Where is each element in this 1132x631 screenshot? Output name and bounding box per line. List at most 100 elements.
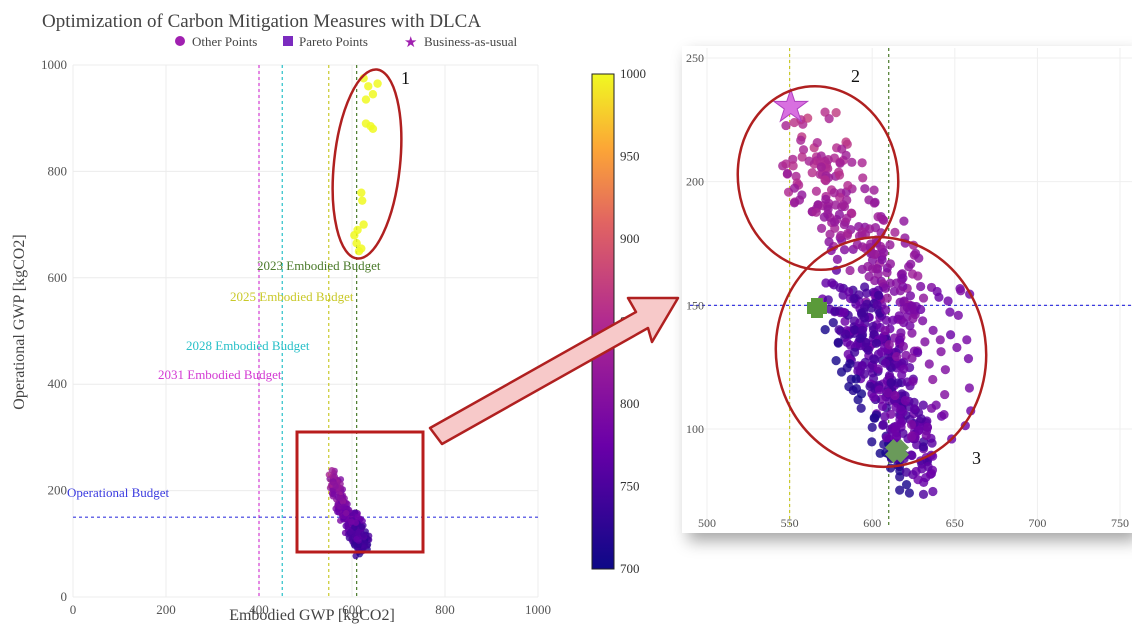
zoom-data-point bbox=[953, 310, 963, 320]
zoom-data-point bbox=[781, 159, 791, 169]
annotation-ellipse-2 bbox=[736, 84, 900, 272]
zoom-data-point bbox=[869, 249, 880, 259]
data-point bbox=[358, 523, 366, 530]
budget-label-operational: Operational Budget bbox=[67, 485, 170, 500]
zoom-data-point bbox=[880, 325, 890, 336]
zoom-data-point bbox=[918, 489, 929, 499]
zoom-data-point bbox=[880, 283, 891, 293]
x-tick-label: 200 bbox=[156, 602, 176, 617]
zoom-data-point bbox=[816, 223, 827, 233]
y-axis-label: Operational GWP [kgCO2] bbox=[11, 234, 28, 409]
data-point bbox=[360, 544, 368, 551]
zoom-data-point bbox=[896, 328, 906, 338]
annotation-label-1: 1 bbox=[401, 68, 410, 88]
zoom-data-point bbox=[871, 410, 881, 420]
budget-label-2023: 2023 Embodied Budget bbox=[257, 258, 381, 273]
zoom-data-point bbox=[891, 402, 901, 412]
zoom-data-point bbox=[788, 161, 798, 171]
zoom-data-point bbox=[905, 291, 916, 301]
zoom-data-point bbox=[857, 158, 867, 168]
zoom-data-point bbox=[939, 409, 949, 420]
zoom-data-point bbox=[899, 216, 909, 226]
zoom-data-point bbox=[853, 366, 863, 376]
data-point bbox=[348, 518, 355, 525]
zoom-arrow bbox=[428, 296, 680, 446]
zoom-data-point bbox=[823, 204, 833, 214]
zoom-data-point bbox=[850, 347, 860, 357]
zoom-data-point bbox=[898, 273, 908, 283]
zoom-data-point bbox=[788, 154, 798, 164]
zoom-data-point bbox=[824, 237, 834, 247]
data-point-cluster1 bbox=[350, 231, 359, 240]
zoom-data-point bbox=[834, 325, 844, 335]
zoom-x-tick-label: 500 bbox=[698, 516, 716, 530]
zoom-data-point bbox=[891, 431, 902, 441]
zoom-data-point bbox=[781, 120, 791, 131]
x-axis-label: Embodied GWP [kgCO2] bbox=[229, 607, 395, 624]
zoom-data-point bbox=[904, 488, 914, 498]
data-point bbox=[360, 539, 368, 546]
zoom-data-point bbox=[860, 282, 870, 292]
zoom-data-point bbox=[860, 184, 870, 194]
zoom-data-point bbox=[865, 381, 875, 391]
zoom-data-point bbox=[936, 347, 946, 357]
zoom-data-point bbox=[807, 168, 817, 178]
zoom-data-point bbox=[877, 255, 887, 265]
main-tick-labels: 0 200 400 600 800 1000 0 200 400 600 800 1000 bbox=[41, 57, 551, 617]
green-x-marker bbox=[884, 438, 910, 464]
zoom-data-point bbox=[830, 217, 840, 227]
zoom-data-point bbox=[920, 337, 930, 347]
data-point bbox=[328, 466, 336, 474]
zoom-data-point bbox=[952, 342, 962, 353]
zoom-data-point bbox=[871, 338, 882, 348]
budget-label-2025: 2025 Embodied Budget bbox=[230, 289, 354, 304]
zoom-data-point bbox=[843, 180, 853, 191]
zoom-data-point bbox=[964, 383, 975, 393]
zoom-data-point bbox=[837, 144, 847, 154]
zoom-data-point bbox=[922, 422, 933, 432]
zoom-data-point bbox=[885, 240, 895, 250]
zoom-data-point bbox=[886, 378, 896, 388]
zoom-data-point bbox=[842, 213, 852, 223]
data-point-cluster1 bbox=[368, 90, 378, 99]
zoom-data-point bbox=[868, 321, 878, 331]
zoom-data-point bbox=[898, 341, 909, 351]
zoom-data-point bbox=[872, 300, 882, 310]
legend-marker-star: ★ bbox=[404, 35, 417, 51]
zoom-x-tick-label: 700 bbox=[1028, 516, 1046, 530]
zoom-data-point bbox=[866, 363, 876, 373]
data-point bbox=[347, 528, 354, 535]
zoom-data-point bbox=[882, 433, 892, 443]
zoom-data-point bbox=[906, 419, 917, 430]
zoom-data-point bbox=[853, 395, 863, 405]
zoom-data-point bbox=[789, 183, 800, 193]
zoom-data-point bbox=[935, 335, 945, 345]
data-point bbox=[340, 503, 347, 511]
zoom-data-point bbox=[956, 286, 966, 296]
zoom-data-point bbox=[798, 145, 809, 155]
zoom-x-tick-label: 600 bbox=[863, 516, 881, 530]
x-tick-label: 600 bbox=[342, 602, 362, 617]
zoom-y-tick-label: 150 bbox=[686, 298, 704, 312]
zoom-data-point bbox=[908, 376, 918, 386]
legend-marker-square bbox=[283, 36, 293, 46]
zoom-data-point bbox=[845, 359, 855, 369]
zoom-data-point bbox=[892, 352, 902, 362]
zoom-data-point bbox=[921, 430, 931, 441]
data-point-cluster1 bbox=[373, 79, 382, 88]
bau-star: ★ bbox=[771, 82, 810, 131]
colorbar-tick: 900 bbox=[620, 231, 640, 246]
data-point bbox=[351, 542, 358, 549]
zoom-data-point bbox=[821, 194, 831, 204]
zoom-data-point bbox=[829, 188, 839, 198]
colorbar bbox=[591, 73, 615, 570]
zoom-data-point bbox=[832, 254, 842, 265]
data-point bbox=[325, 471, 333, 478]
x-tick-label: 1000 bbox=[525, 602, 551, 617]
zoom-data-point bbox=[849, 294, 859, 304]
zoom-data-point bbox=[879, 248, 889, 258]
zoom-data-point bbox=[782, 168, 793, 179]
zoom-data-point bbox=[890, 227, 900, 237]
zoom-data-point bbox=[878, 419, 888, 430]
